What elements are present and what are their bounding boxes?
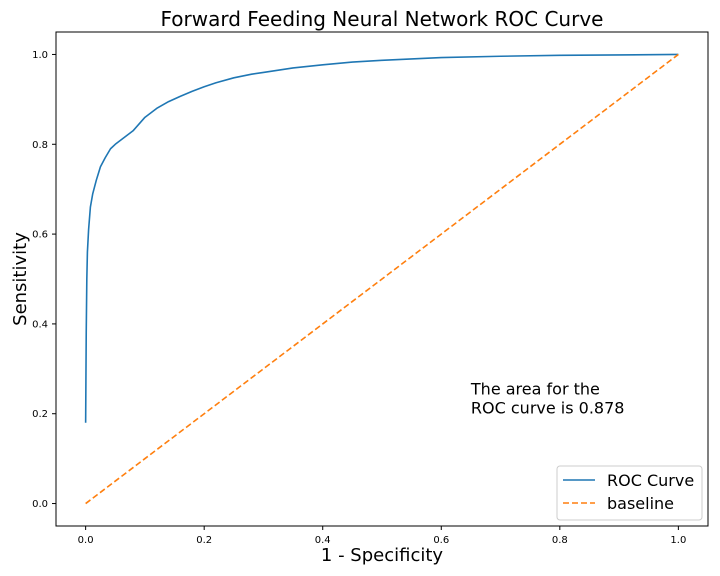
plot-area-frame — [55, 31, 709, 527]
x-tick-label: 0.4 — [315, 535, 331, 546]
y-tick-label: 0.8 — [32, 140, 48, 151]
auc-annotation-line-2: ROC curve is 0.878 — [471, 399, 625, 418]
x-tick-label: 0.8 — [552, 535, 568, 546]
y-tick-label: 1.0 — [32, 50, 48, 61]
legend-label-baseline: baseline — [607, 494, 674, 513]
x-tick-label: 0.6 — [433, 535, 449, 546]
series-layer — [84, 53, 679, 505]
y-tick-label: 0.2 — [32, 409, 48, 420]
x-tick-label: 0.2 — [196, 535, 212, 546]
x-axis-ticks: 0.0 0.2 0.4 0.6 0.8 1.0 — [78, 526, 686, 546]
y-tick-label: 0.4 — [32, 319, 48, 330]
x-axis-label: 1 - Specificity — [321, 545, 444, 566]
series-line-baseline — [85, 53, 679, 505]
legend-label-roc-curve: ROC Curve — [607, 471, 694, 490]
auc-annotation: The area for the ROC curve is 0.878 — [470, 380, 625, 418]
y-tick-label: 0.0 — [32, 499, 48, 510]
auc-annotation-line-1: The area for the — [470, 380, 600, 399]
series-line-roc-curve — [84, 53, 679, 423]
x-tick-label: 1.0 — [670, 535, 686, 546]
chart-title: Forward Feeding Neural Network ROC Curve — [161, 7, 604, 31]
x-tick-label: 0.0 — [78, 535, 94, 546]
y-axis-label: Sensitivity — [10, 232, 31, 326]
y-tick-label: 0.6 — [32, 230, 48, 241]
y-axis-ticks: 0.0 0.2 0.4 0.6 0.8 1.0 — [32, 50, 56, 510]
legend: ROC Curve baseline — [556, 465, 703, 521]
